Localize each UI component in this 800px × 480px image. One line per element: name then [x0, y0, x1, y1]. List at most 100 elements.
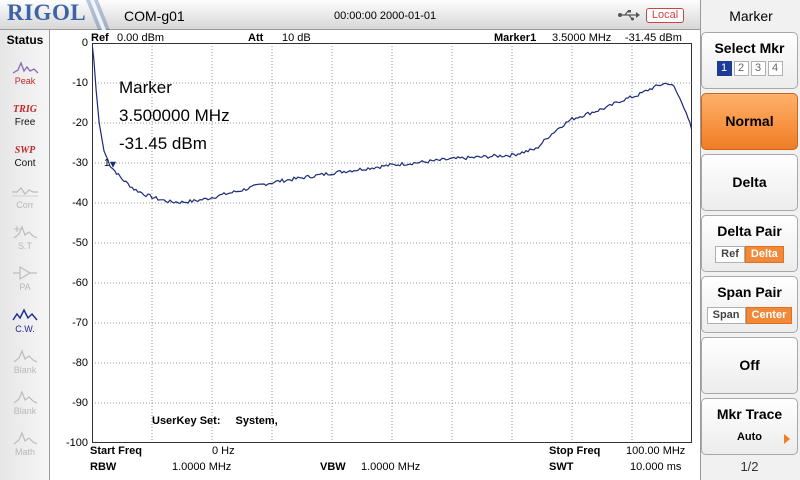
menu-page-indicator: 1/2: [740, 459, 759, 474]
status-blank-2-label: Blank: [13, 406, 37, 416]
marker-readout-title: Marker: [119, 78, 172, 97]
y-tick-label: -20: [72, 117, 88, 129]
menu-title: Marker: [729, 8, 773, 24]
marker-readout: Marker 3.500000 MHz -31.45 dBm: [119, 74, 230, 158]
cw-icon: [12, 308, 38, 321]
vbw-value[interactable]: 1.0000 MHz: [361, 461, 421, 473]
marker-readout-freq: 3.500000 MHz: [119, 106, 230, 125]
corr-icon: [12, 187, 38, 197]
status-panel: Status Peak TRIG Free SWP Cont Corr S.T: [0, 30, 50, 480]
y-tick-label: 0: [81, 37, 88, 49]
status-swp-label: Cont: [14, 158, 36, 169]
y-tick-label: -30: [72, 157, 88, 169]
marker-label: Marker1: [494, 32, 537, 44]
device-name: COM-g01: [124, 8, 185, 24]
blank-icon: [13, 349, 38, 363]
peak-icon: [12, 61, 39, 74]
status-trig[interactable]: TRIG Free: [7, 100, 43, 137]
mkr-trace-softkey[interactable]: Mkr Trace Auto: [701, 398, 798, 455]
status-pa[interactable]: PA: [7, 264, 43, 301]
status-cw[interactable]: C.W.: [7, 306, 43, 343]
span-pair-options: Span Center: [702, 307, 797, 324]
y-tick-label: -10: [72, 77, 88, 89]
ref-value: 0.00 dBm: [117, 32, 165, 44]
status-st[interactable]: S.T: [7, 223, 43, 260]
marker-triangle: [110, 161, 116, 168]
delta-softkey[interactable]: Delta: [701, 154, 798, 211]
pa-icon: [13, 265, 37, 281]
stop-freq-value[interactable]: 100.00 MHz: [626, 445, 686, 457]
marker-amp: -31.45 dBm: [625, 32, 682, 44]
vbw-label: VBW: [320, 461, 346, 473]
span-pair-span[interactable]: Span: [706, 307, 746, 324]
marker-number-4[interactable]: 4: [767, 61, 783, 76]
plot-grid: [92, 43, 692, 443]
userkey-set: UserKey Set: System,: [152, 415, 278, 427]
arrow-right-icon: [784, 434, 790, 444]
status-peak-label: Peak: [14, 76, 36, 86]
blank-icon: [13, 390, 38, 404]
trig-icon: TRIG: [13, 104, 37, 115]
off-label: Off: [739, 357, 760, 373]
status-pa-label: PA: [19, 282, 31, 292]
swt-value[interactable]: 10.000 ms: [630, 461, 682, 473]
status-trig-label: Free: [14, 117, 36, 128]
status-blank-1[interactable]: Blank: [7, 347, 43, 384]
marker-number-1[interactable]: 1: [716, 61, 732, 76]
status-cw-label: C.W.: [15, 324, 35, 334]
status-swp[interactable]: SWP Cont: [7, 141, 43, 178]
y-tick-label: -40: [72, 197, 88, 209]
span-pair-softkey[interactable]: Span Pair Span Center: [701, 276, 798, 333]
status-math[interactable]: Math: [7, 429, 43, 466]
normal-label: Normal: [725, 113, 774, 129]
marker-number-2[interactable]: 2: [733, 61, 749, 76]
marker-readout-amp: -31.45 dBm: [119, 134, 207, 153]
delta-pair-ref[interactable]: Ref: [715, 246, 745, 263]
marker-number-3[interactable]: 3: [750, 61, 766, 76]
logo-swoosh-icon: [86, 0, 110, 30]
userkey-label: UserKey Set:: [152, 415, 221, 427]
delta-pair-options: Ref Delta: [702, 246, 797, 263]
mkr-trace-label: Mkr Trace: [716, 406, 783, 422]
y-tick-label: -80: [72, 357, 88, 369]
usb-icon: [618, 10, 640, 21]
plot-border: [92, 43, 692, 443]
marker-freq: 3.5000 MHz: [552, 32, 612, 44]
y-tick-label: -90: [72, 397, 88, 409]
start-freq-value[interactable]: 0 Hz: [212, 445, 235, 457]
status-corr[interactable]: Corr: [7, 182, 43, 219]
status-blank-2[interactable]: Blank: [7, 388, 43, 425]
mkr-trace-value: Auto: [736, 431, 763, 443]
spectrum-plot[interactable]: 1: [92, 43, 692, 443]
start-freq-label: Start Freq: [90, 445, 142, 457]
marker-number-label: 1: [104, 158, 110, 169]
brand-name: RIGOL: [7, 0, 87, 25]
status-peak[interactable]: Peak: [7, 58, 43, 95]
datetime: 00:00:00 2000-01-01: [334, 10, 437, 22]
swt-label: SWT: [549, 461, 574, 473]
swp-icon: SWP: [14, 145, 36, 156]
local-badge: Local: [646, 8, 684, 23]
normal-softkey[interactable]: Normal: [701, 93, 798, 150]
span-pair-center[interactable]: Center: [745, 307, 793, 324]
span-pair-label: Span Pair: [717, 284, 782, 300]
userkey-value: System,: [235, 415, 278, 427]
title-bar: RIGOL COM-g01 00:00:00 2000-01-01 Local: [0, 0, 700, 30]
rbw-label: RBW: [90, 461, 117, 473]
y-tick-label: -60: [72, 277, 88, 289]
y-tick-label: -70: [72, 317, 88, 329]
select-mkr-label: Select Mkr: [714, 40, 785, 56]
delta-pair-label: Delta Pair: [717, 223, 782, 239]
delta-label: Delta: [732, 174, 767, 190]
delta-pair-delta[interactable]: Delta: [744, 246, 784, 263]
rbw-value[interactable]: 1.0000 MHz: [172, 461, 232, 473]
delta-pair-softkey[interactable]: Delta Pair Ref Delta: [701, 215, 798, 272]
status-title: Status: [6, 33, 44, 47]
trace-line: [92, 43, 692, 205]
top-info-bar: Ref 0.00 dBm Att 10 dB Marker1 3.5000 MH…: [50, 30, 700, 44]
marker-1-symbol[interactable]: 1: [104, 158, 116, 169]
off-softkey[interactable]: Off: [701, 337, 798, 394]
